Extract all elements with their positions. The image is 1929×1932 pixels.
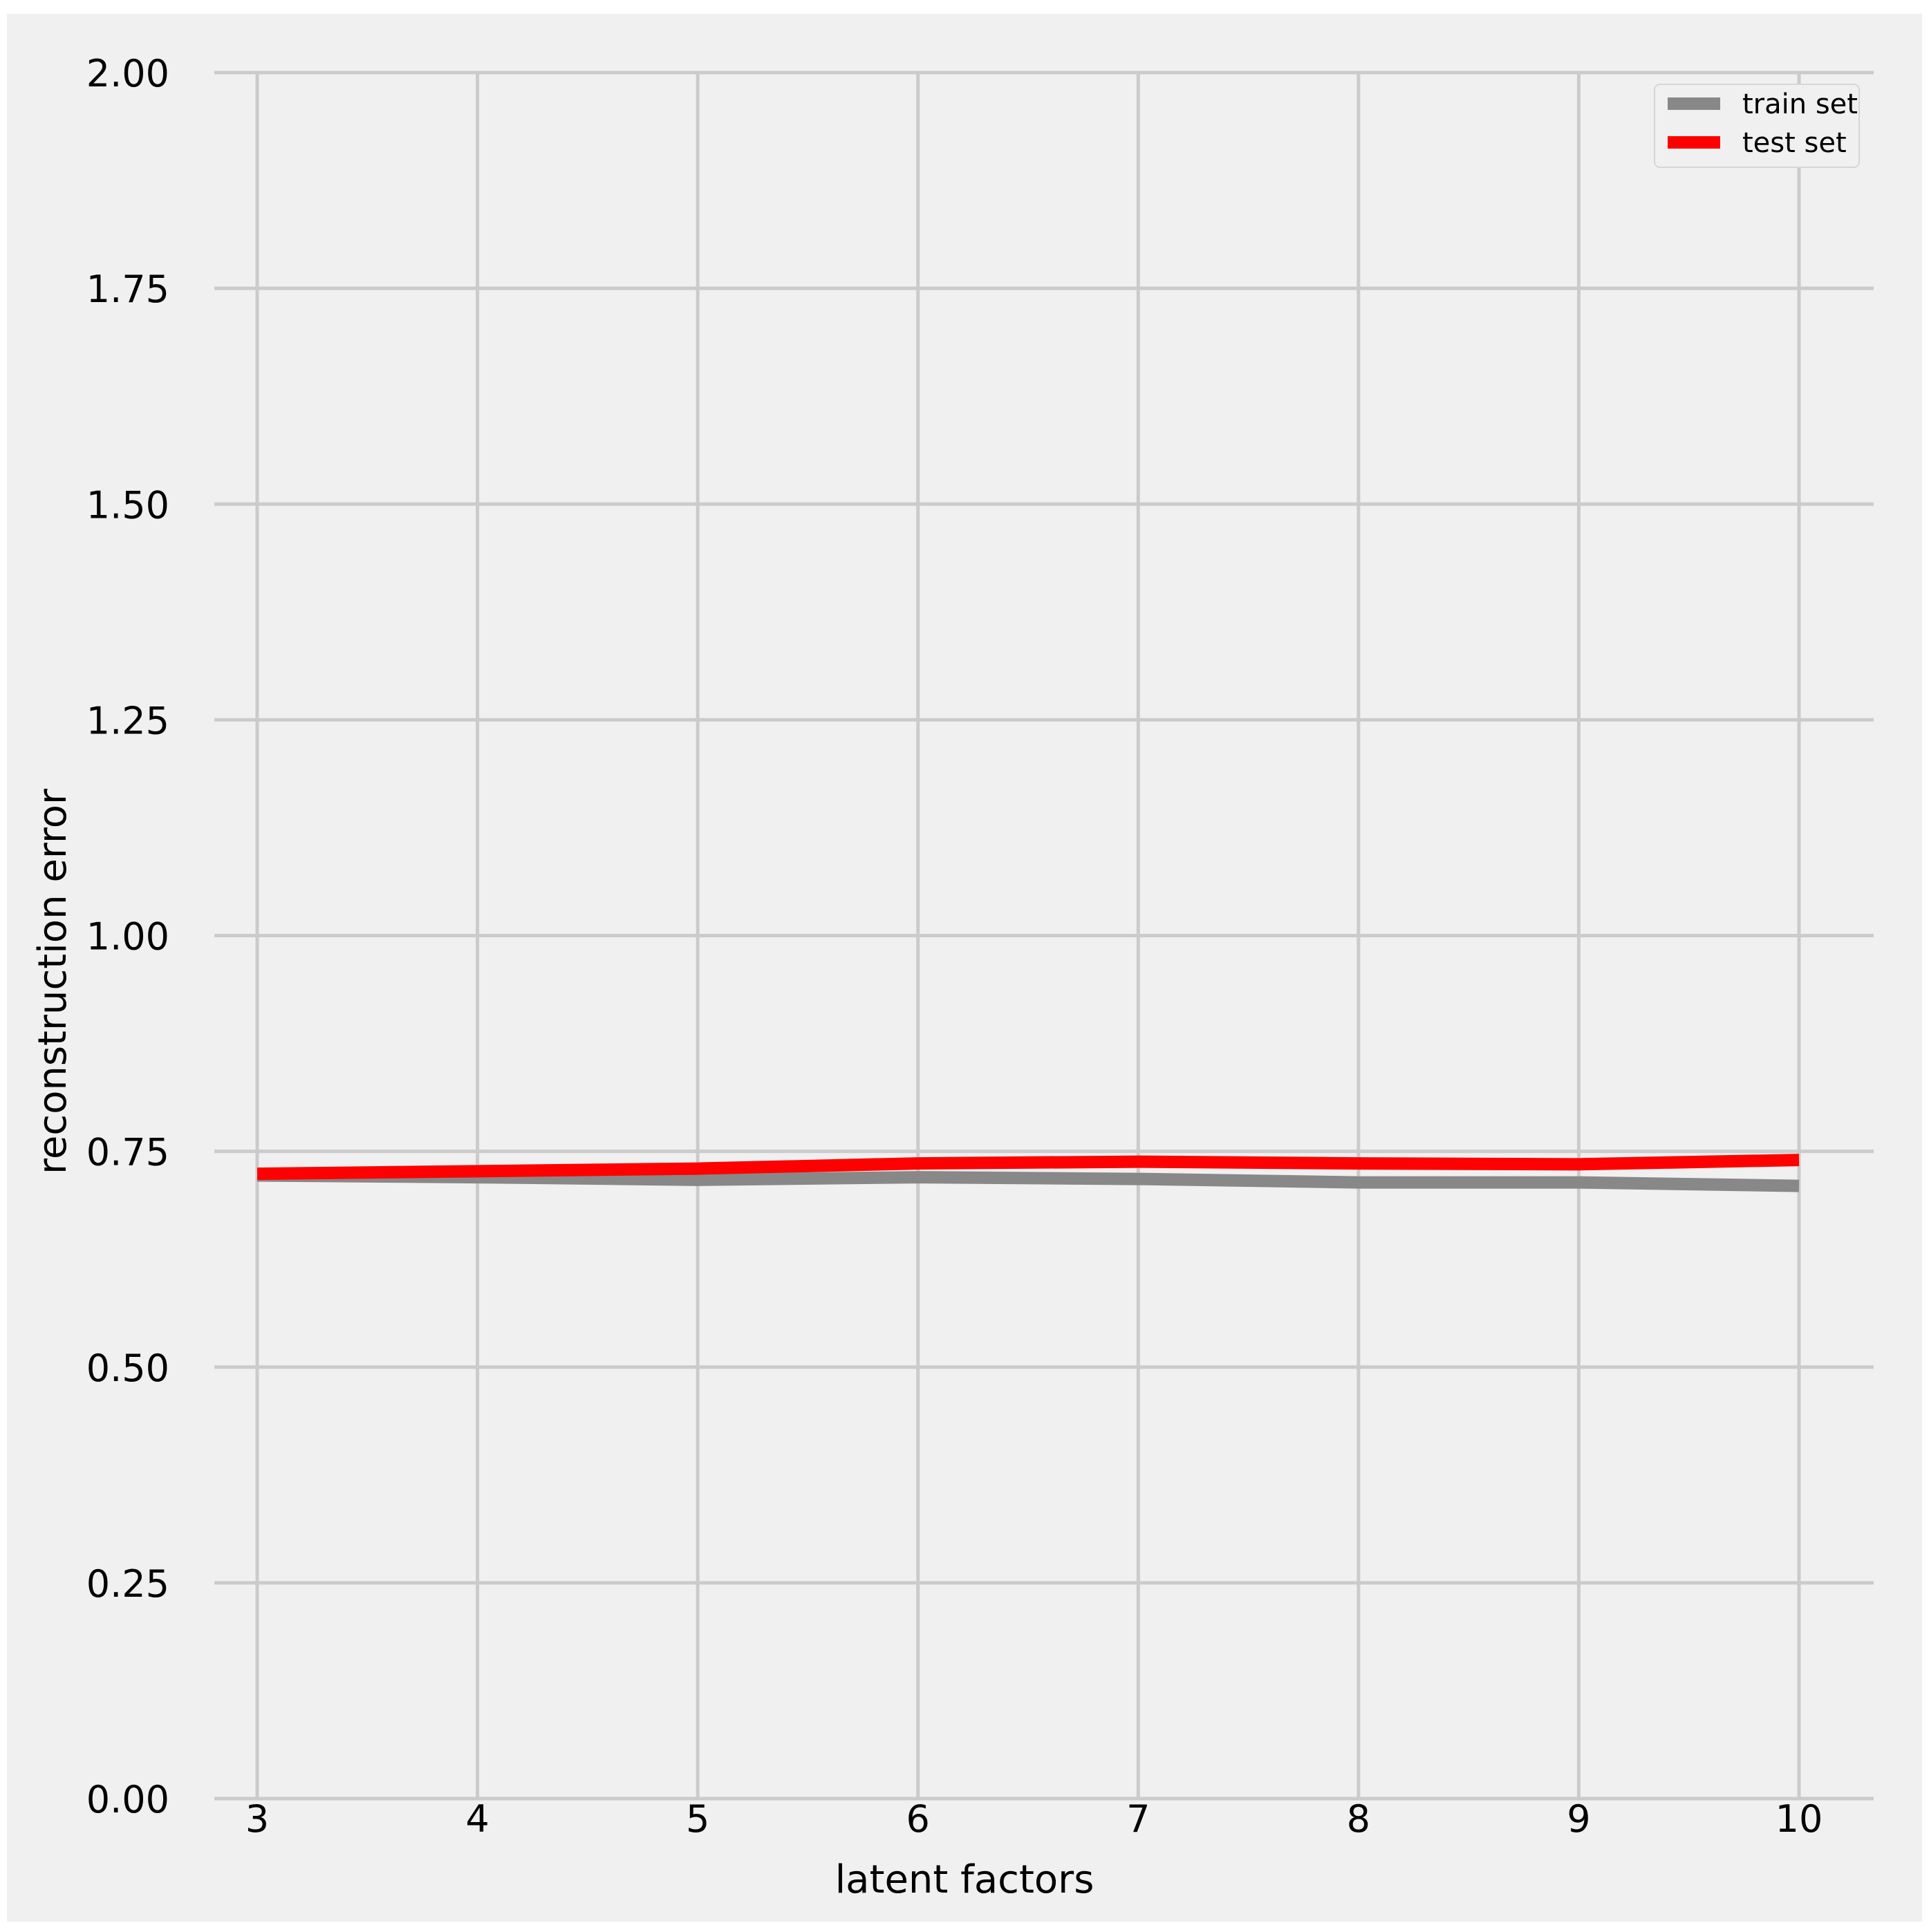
y-axis-label: reconstruction error <box>30 788 75 1174</box>
y-tick-label: 1.75 <box>86 268 169 311</box>
series-layer <box>257 1154 1800 1192</box>
y-tick-label: 0.50 <box>86 1347 169 1390</box>
x-tick-label: 4 <box>465 1797 489 1841</box>
x-axis-label: latent factors <box>835 1857 1094 1902</box>
y-tick-label: 1.50 <box>86 483 169 527</box>
x-tick-label: 7 <box>1126 1797 1150 1841</box>
legend-label: train set <box>1742 88 1858 120</box>
x-tick-label: 9 <box>1567 1797 1590 1841</box>
y-tick-label: 1.25 <box>86 699 169 742</box>
grid <box>214 71 1874 1801</box>
y-tick-label: 0.00 <box>86 1778 169 1821</box>
x-axis-ticks: 3 4 5 6 7 8 9 10 <box>245 1797 1823 1841</box>
x-tick-label: 6 <box>906 1797 930 1841</box>
y-tick-label: 0.75 <box>86 1131 169 1174</box>
x-tick-label: 10 <box>1776 1797 1823 1841</box>
y-tick-label: 1.00 <box>86 915 169 959</box>
y-axis-ticks: 0.00 0.25 0.50 0.75 1.00 1.25 1.50 1.75 2.00 <box>86 52 169 1821</box>
series-line-train <box>257 1169 1800 1192</box>
x-tick-label: 5 <box>686 1797 709 1841</box>
figure-background <box>7 14 1922 1922</box>
series-line-test <box>257 1154 1800 1181</box>
y-tick-label: 2.00 <box>86 52 169 95</box>
x-tick-label: 3 <box>245 1797 269 1841</box>
legend-label: test set <box>1742 127 1847 159</box>
y-tick-label: 0.25 <box>86 1562 169 1606</box>
x-tick-label: 8 <box>1347 1797 1370 1841</box>
legend: train set test set <box>1654 84 1860 168</box>
